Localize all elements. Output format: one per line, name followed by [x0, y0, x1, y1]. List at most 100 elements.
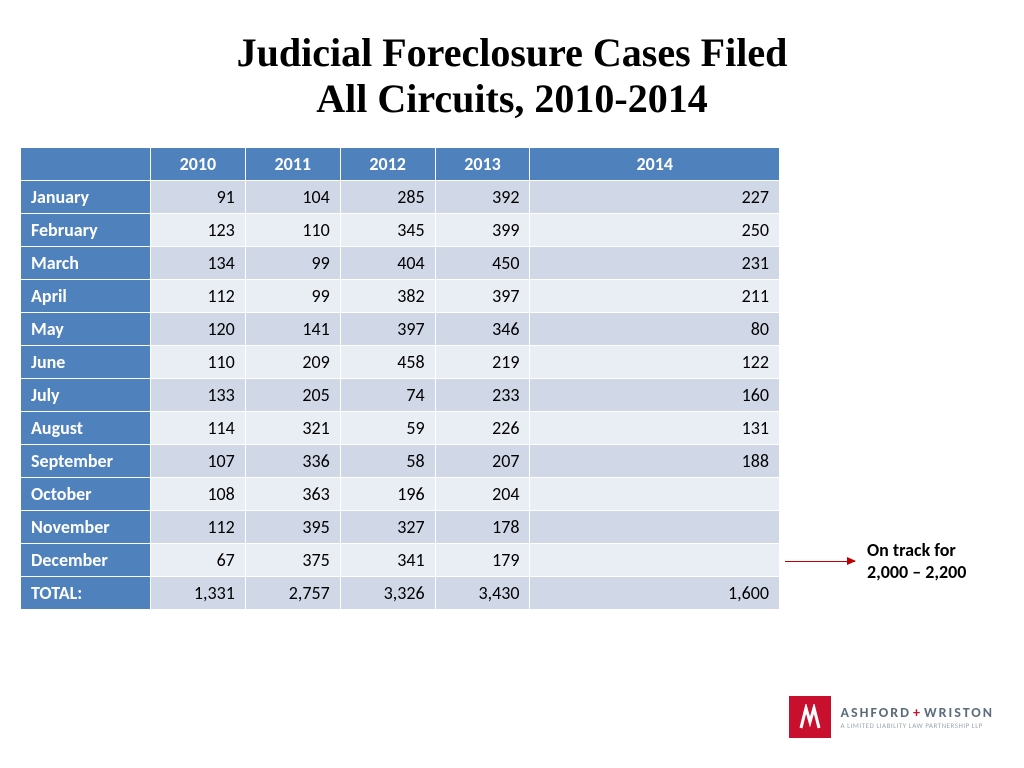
logo-text: ASHFORD+WRISTON A LIMITED LIABILITY LAW … [841, 704, 994, 730]
row-label: June [21, 346, 151, 379]
table-cell: 131 [530, 412, 780, 445]
row-label: September [21, 445, 151, 478]
table-header-2013: 2013 [435, 148, 530, 181]
table-cell: 1,600 [530, 577, 780, 610]
table-cell: 392 [435, 181, 530, 214]
table-cell: 227 [530, 181, 780, 214]
table-cell: 112 [150, 280, 245, 313]
table-cell: 204 [435, 478, 530, 511]
table-cell: 219 [435, 346, 530, 379]
table-cell: 188 [530, 445, 780, 478]
table-cell: 123 [150, 214, 245, 247]
table-cell: 114 [150, 412, 245, 445]
table-cell: 3,326 [340, 577, 435, 610]
logo-subtitle: A LIMITED LIABILITY LAW PARTNERSHIP LLP [841, 721, 994, 730]
table-cell: 120 [150, 313, 245, 346]
table-cell: 3,430 [435, 577, 530, 610]
table-cell: 58 [340, 445, 435, 478]
table-row: May12014139734680 [21, 313, 780, 346]
table-cell: 108 [150, 478, 245, 511]
table-row: April11299382397211 [21, 280, 780, 313]
table-cell: 346 [435, 313, 530, 346]
table-cell: 205 [245, 379, 340, 412]
row-label: TOTAL: [21, 577, 151, 610]
table-cell: 141 [245, 313, 340, 346]
table-row: January91104285392227 [21, 181, 780, 214]
table-row: TOTAL:1,3312,7573,3263,4301,600 [21, 577, 780, 610]
table-cell [530, 478, 780, 511]
table-cell: 2,757 [245, 577, 340, 610]
table-cell: 458 [340, 346, 435, 379]
total-annotation: On track for 2,000 – 2,200 [785, 540, 966, 583]
title-line-2: All Circuits, 2010-2014 [0, 76, 1024, 122]
table-cell: 196 [340, 478, 435, 511]
table-cell: 395 [245, 511, 340, 544]
table-cell: 59 [340, 412, 435, 445]
table-row: March13499404450231 [21, 247, 780, 280]
table-cell: 207 [435, 445, 530, 478]
table-row: September10733658207188 [21, 445, 780, 478]
table-cell: 179 [435, 544, 530, 577]
table-body: January91104285392227February12311034539… [21, 181, 780, 610]
arrow-right-icon [785, 561, 855, 562]
table-cell: 404 [340, 247, 435, 280]
table-row: December67375341179 [21, 544, 780, 577]
table-cell: 321 [245, 412, 340, 445]
table-cell: 285 [340, 181, 435, 214]
table-header-2011: 2011 [245, 148, 340, 181]
table-cell: 80 [530, 313, 780, 346]
table-cell: 122 [530, 346, 780, 379]
table-header-2014: 2014 [530, 148, 780, 181]
table-cell: 209 [245, 346, 340, 379]
table-header-2012: 2012 [340, 148, 435, 181]
logo-name: ASHFORD+WRISTON [841, 704, 994, 721]
table-cell: 134 [150, 247, 245, 280]
table-cell: 345 [340, 214, 435, 247]
table-cell: 91 [150, 181, 245, 214]
table-row: August11432159226131 [21, 412, 780, 445]
table-row: February123110345399250 [21, 214, 780, 247]
table-cell: 211 [530, 280, 780, 313]
brand-logo: ASHFORD+WRISTON A LIMITED LIABILITY LAW … [789, 696, 994, 738]
foreclosure-table: 2010 2011 2012 2013 2014 January91104285… [20, 147, 780, 610]
table-header-2010: 2010 [150, 148, 245, 181]
table-cell: 110 [150, 346, 245, 379]
table-cell: 110 [245, 214, 340, 247]
annotation-line-2: 2,000 – 2,200 [867, 562, 966, 584]
logo-plus: + [913, 704, 922, 721]
table-cell: 99 [245, 247, 340, 280]
table-cell: 327 [340, 511, 435, 544]
row-label: October [21, 478, 151, 511]
data-table-container: 2010 2011 2012 2013 2014 January91104285… [20, 147, 780, 610]
logo-name-1: ASHFORD [841, 704, 911, 721]
table-cell: 104 [245, 181, 340, 214]
table-cell: 336 [245, 445, 340, 478]
table-row: June110209458219122 [21, 346, 780, 379]
logo-name-2: WRISTON [924, 704, 994, 721]
table-row: November112395327178 [21, 511, 780, 544]
table-cell: 99 [245, 280, 340, 313]
table-cell: 67 [150, 544, 245, 577]
table-cell: 160 [530, 379, 780, 412]
table-cell: 1,331 [150, 577, 245, 610]
logo-mark-icon [789, 696, 831, 738]
table-cell [530, 511, 780, 544]
row-label: July [21, 379, 151, 412]
table-cell: 399 [435, 214, 530, 247]
table-cell: 233 [435, 379, 530, 412]
annotation-text: On track for 2,000 – 2,200 [867, 540, 966, 583]
row-label: April [21, 280, 151, 313]
table-cell: 231 [530, 247, 780, 280]
table-header-blank [21, 148, 151, 181]
table-cell: 112 [150, 511, 245, 544]
table-cell: 107 [150, 445, 245, 478]
row-label: February [21, 214, 151, 247]
table-row: July13320574233160 [21, 379, 780, 412]
row-label: March [21, 247, 151, 280]
table-cell: 74 [340, 379, 435, 412]
table-cell: 363 [245, 478, 340, 511]
row-label: August [21, 412, 151, 445]
table-cell: 397 [435, 280, 530, 313]
table-cell: 226 [435, 412, 530, 445]
table-cell: 133 [150, 379, 245, 412]
